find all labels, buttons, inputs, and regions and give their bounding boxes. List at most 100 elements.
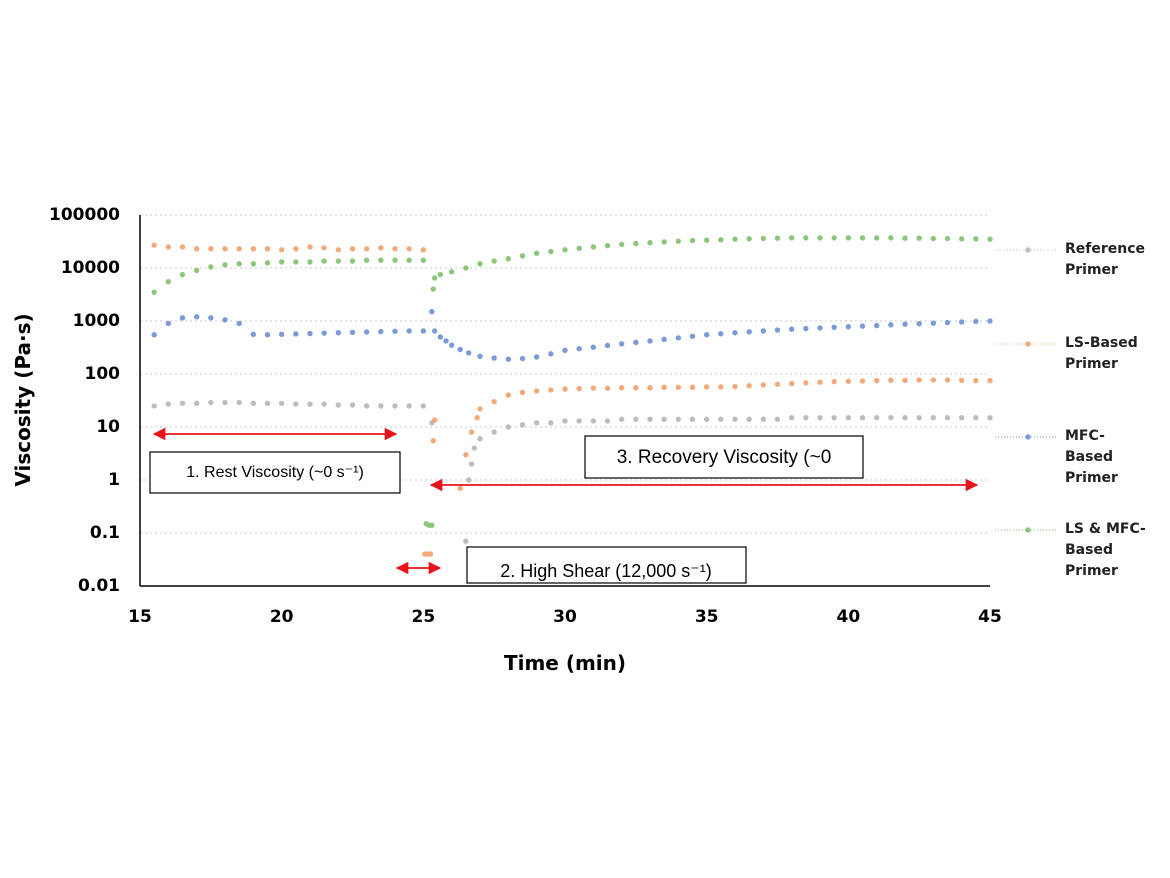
point <box>831 378 837 385</box>
point <box>293 246 299 252</box>
point <box>902 321 908 327</box>
point <box>888 235 894 241</box>
point <box>321 401 327 407</box>
point <box>562 418 568 424</box>
grid <box>140 214 990 587</box>
point <box>873 377 880 384</box>
point <box>278 400 285 407</box>
point <box>562 347 568 354</box>
point <box>958 319 965 325</box>
point <box>689 416 696 422</box>
x-tick-label: 35 <box>695 607 719 627</box>
point <box>208 264 214 270</box>
point <box>774 235 781 241</box>
point <box>533 250 540 256</box>
point <box>519 253 526 259</box>
point <box>278 247 285 253</box>
point <box>463 452 469 458</box>
point <box>675 384 682 391</box>
point <box>675 416 682 422</box>
point <box>746 383 752 389</box>
point <box>533 354 540 360</box>
point <box>873 322 880 329</box>
point <box>774 381 781 387</box>
point <box>430 286 436 292</box>
point <box>845 378 852 384</box>
point <box>576 346 582 352</box>
point <box>392 328 398 334</box>
point <box>193 314 200 320</box>
point <box>431 417 438 423</box>
x-tick-label: 20 <box>270 607 294 627</box>
point <box>429 522 435 528</box>
point <box>604 418 611 424</box>
x-tick-label: 25 <box>411 607 435 627</box>
point <box>533 388 540 394</box>
point <box>208 246 214 252</box>
point <box>378 245 384 251</box>
legend <box>995 247 1058 533</box>
point <box>165 320 172 327</box>
point <box>916 414 922 421</box>
point <box>774 416 781 422</box>
point <box>548 387 554 393</box>
point <box>548 351 554 357</box>
point <box>647 385 653 391</box>
point <box>618 416 625 422</box>
point <box>548 248 554 255</box>
point <box>293 259 299 265</box>
x-tick-label: 45 <box>978 607 1002 627</box>
point <box>222 262 228 268</box>
point <box>661 384 667 391</box>
point <box>349 258 356 264</box>
point <box>817 379 823 385</box>
point <box>392 246 398 252</box>
point <box>746 236 752 242</box>
legend-label: Reference Primer <box>1065 241 1146 278</box>
point <box>633 339 639 346</box>
point <box>618 241 625 248</box>
point <box>236 261 242 267</box>
y-tick-label: 1000 <box>73 311 120 331</box>
point <box>817 414 823 421</box>
annotation-box <box>584 435 864 479</box>
annotation: 1. Rest Viscosity (~0 s⁻¹) <box>186 464 364 481</box>
point <box>477 261 483 267</box>
y-tick-label: 100000 <box>49 205 120 225</box>
point <box>321 245 327 251</box>
point <box>675 335 682 341</box>
annotation-box <box>466 546 747 584</box>
point <box>264 400 271 407</box>
point <box>448 342 455 348</box>
point <box>429 308 435 315</box>
point <box>457 346 463 353</box>
point <box>179 400 186 407</box>
point <box>902 414 908 421</box>
point <box>973 377 979 384</box>
point <box>349 329 356 336</box>
point <box>973 414 979 421</box>
point <box>165 401 172 407</box>
point <box>222 399 228 406</box>
point <box>618 341 625 347</box>
point <box>468 429 475 435</box>
point <box>165 244 172 250</box>
point <box>378 257 384 263</box>
point <box>845 235 852 241</box>
point <box>831 324 837 331</box>
annotation: 3. Recovery Viscosity (~0 <box>617 447 832 468</box>
point <box>703 332 710 338</box>
point <box>930 235 937 242</box>
point <box>647 338 653 344</box>
point <box>321 330 327 336</box>
point <box>888 377 894 384</box>
point <box>689 237 696 244</box>
point <box>193 400 200 407</box>
point <box>378 328 384 335</box>
point <box>193 246 200 252</box>
point <box>264 332 271 338</box>
point <box>873 235 880 241</box>
point <box>859 323 866 329</box>
point <box>392 403 398 409</box>
